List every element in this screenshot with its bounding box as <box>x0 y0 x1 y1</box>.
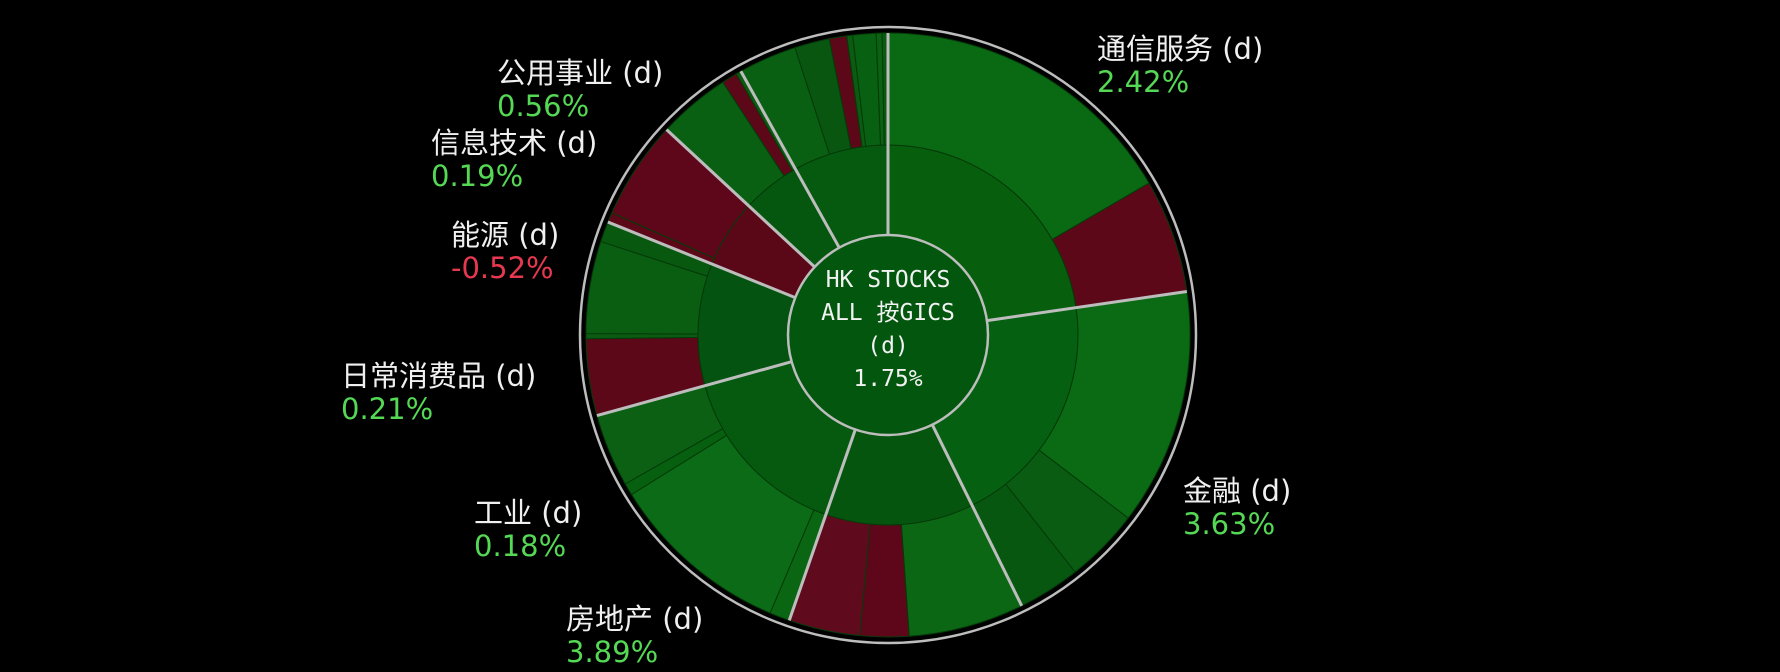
center-title-line: HK STOCKS <box>826 267 951 293</box>
sector-label-name: 房地产 (d) <box>566 602 703 636</box>
sector-3[interactable] <box>596 361 856 622</box>
sector-separator <box>930 423 1024 607</box>
sector-1[interactable] <box>931 290 1191 607</box>
sector-6[interactable] <box>665 70 840 268</box>
sector-5[interactable] <box>607 128 816 299</box>
sector-label-name: 信息技术 (d) <box>431 126 597 160</box>
sector-label-name: 工业 (d) <box>474 496 582 530</box>
sector-label-name: 公用事业 (d) <box>497 56 663 90</box>
sector-0[interactable] <box>887 32 1188 322</box>
sector-7[interactable] <box>740 32 889 249</box>
sector-label-value: 2.42% <box>1097 65 1189 99</box>
center-value: 1.75% <box>853 366 922 392</box>
sector-label-name: 能源 (d) <box>451 218 559 252</box>
sector-label-value: 0.18% <box>474 529 566 563</box>
sector-separator <box>986 290 1188 323</box>
sector-separator <box>665 128 816 269</box>
sector-label-value: 3.63% <box>1183 507 1275 541</box>
sector-separator <box>607 220 796 299</box>
sector-separator <box>596 360 793 418</box>
center-title-line: ALL 按GICS <box>821 300 955 326</box>
sector-label-value: 0.19% <box>431 159 523 193</box>
sector-2[interactable] <box>788 423 1023 638</box>
sector-label-value: 0.21% <box>341 392 433 426</box>
sector-label-value: 3.89% <box>566 635 658 669</box>
sector-label-name: 金融 (d) <box>1183 474 1291 508</box>
outer-rim <box>578 25 1198 645</box>
center-title-line: (d) <box>867 333 909 359</box>
sector-label-value: -0.52% <box>451 251 554 285</box>
sector-separator <box>787 429 857 621</box>
sector-label-name: 日常消费品 (d) <box>341 359 536 393</box>
sector-separator <box>739 70 841 249</box>
sector-label-value: 0.56% <box>497 89 589 123</box>
center-core[interactable] <box>786 233 990 437</box>
sector-label-name: 通信服务 (d) <box>1097 32 1263 66</box>
